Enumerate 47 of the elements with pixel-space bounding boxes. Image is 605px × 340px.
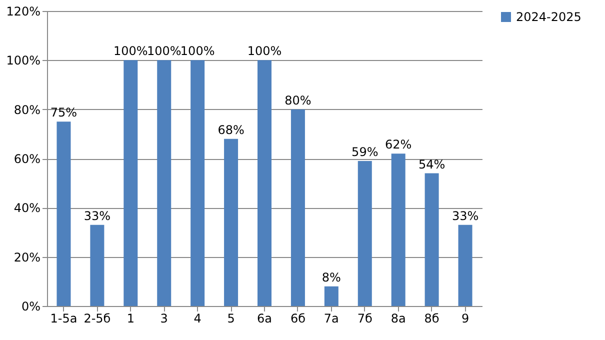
data-label: 62% <box>385 138 412 152</box>
data-label: 100% <box>180 44 215 58</box>
y-tick-label: 60% <box>14 152 40 166</box>
data-label: 100% <box>146 44 182 58</box>
x-tick-label: 3 <box>160 312 168 326</box>
bar <box>56 122 71 306</box>
legend-label: 2024-2025 <box>516 10 582 24</box>
bar <box>124 60 138 306</box>
y-tick-label: 80% <box>14 102 40 117</box>
y-tick-label: 40% <box>14 201 40 216</box>
bar <box>424 173 439 306</box>
x-tick-label: 9 <box>461 312 470 326</box>
x-tick-label: 7б <box>357 312 372 326</box>
y-tick-label: 100% <box>6 54 40 68</box>
bar <box>324 286 338 306</box>
data-label: 68% <box>218 122 244 137</box>
bar <box>224 138 238 306</box>
data-label: 80% <box>284 93 312 108</box>
bar <box>290 109 305 306</box>
x-tick-label: 1 <box>126 312 134 326</box>
data-label: 54% <box>418 157 446 172</box>
data-label: 59% <box>352 144 378 159</box>
data-label: 33% <box>84 208 111 223</box>
data-label: 33% <box>452 208 479 223</box>
data-label: 100% <box>247 44 282 58</box>
data-label: 8% <box>322 270 341 284</box>
data-label: 75% <box>50 106 78 120</box>
bar <box>458 224 472 306</box>
x-tick-label: 6а <box>257 312 272 326</box>
bar <box>391 154 406 306</box>
bar <box>258 60 272 306</box>
x-tick-label: 6б <box>290 312 306 326</box>
x-tick-label: 4 <box>194 312 202 326</box>
x-tick-label: 7а <box>324 312 339 326</box>
data-label: 100% <box>114 44 148 58</box>
bar <box>358 160 372 306</box>
bar <box>190 60 205 306</box>
y-tick-label: 20% <box>14 250 40 264</box>
y-tick-label: 0% <box>21 300 40 314</box>
x-tick-label: 5 <box>227 312 235 326</box>
bar <box>90 224 104 306</box>
x-tick-label: 8б <box>424 312 440 326</box>
x-tick-label: 2-5б <box>84 312 111 326</box>
y-tick-label: 120% <box>6 4 40 18</box>
x-tick-label: 8а <box>390 312 406 326</box>
x-tick-label: 1-5а <box>50 312 78 326</box>
bar <box>157 60 172 306</box>
